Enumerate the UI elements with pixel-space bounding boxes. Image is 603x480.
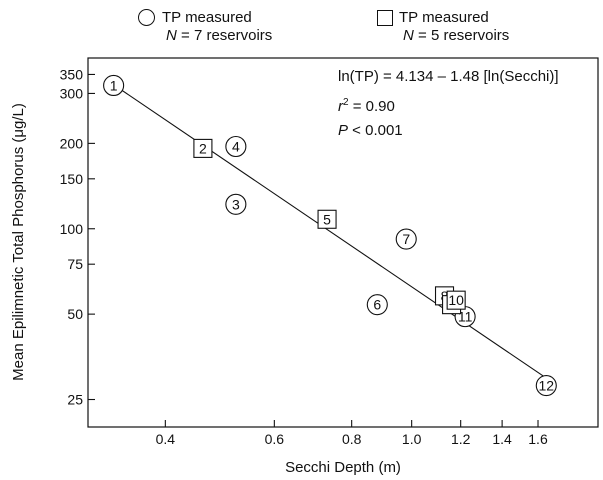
legend-square-title: TP measured <box>399 9 489 26</box>
legend-square: TP measured N = 5 reservoirs <box>375 9 509 45</box>
y-tick-label: 25 <box>67 392 83 408</box>
x-axis-ticks: 0.4 0.6 0.8 1.0 1.2 1.4 1.6 <box>156 420 548 447</box>
data-point-square <box>446 290 466 310</box>
data-point-label: 4 <box>232 138 240 154</box>
y-tick-label: 100 <box>60 221 84 237</box>
data-point-label: 11 <box>458 309 473 325</box>
x-tick-label: 0.4 <box>156 431 176 447</box>
x-tick-label: 0.8 <box>342 431 362 447</box>
y-tick-label: 50 <box>67 306 83 322</box>
data-point-label: 10 <box>448 292 464 308</box>
data-point-circle <box>535 375 557 397</box>
data-points: 134671112258910 <box>103 74 557 397</box>
y-tick-label: 150 <box>60 171 84 187</box>
x-tick-label: 0.6 <box>265 431 285 447</box>
r-squared: r2 = 0.90 <box>338 97 395 115</box>
legend-circle-title: TP measured <box>162 9 252 26</box>
data-point-square <box>317 209 337 229</box>
y-axis-label: Mean Epilimnetic Total Phosphorus (μg/L) <box>10 103 27 381</box>
data-point-square <box>193 138 213 158</box>
y-tick-label: 300 <box>60 85 84 101</box>
legend-circle: TP measured N = 7 reservoirs <box>138 9 272 45</box>
x-axis-label: Secchi Depth (m) <box>285 459 401 476</box>
x-tick-label: 1.2 <box>451 431 471 447</box>
x-tick-label: 1.4 <box>492 431 512 447</box>
legend-circle-count: N = 7 reservoirs <box>166 27 273 44</box>
data-point-label: 5 <box>323 211 331 227</box>
square-marker-icon <box>377 10 393 26</box>
data-point-circle <box>366 294 388 316</box>
data-point-circle <box>225 193 247 215</box>
legend-square-count: N = 5 reservoirs <box>403 27 510 44</box>
y-tick-label: 350 <box>60 66 84 82</box>
data-point-label: 7 <box>402 231 410 247</box>
x-tick-label: 1.0 <box>402 431 422 447</box>
fit-line <box>113 84 547 379</box>
data-point-label: 3 <box>232 196 240 212</box>
p-value: P < 0.001 <box>338 122 403 139</box>
data-point-circle <box>225 135 247 158</box>
data-point-label: 1 <box>110 77 118 93</box>
y-tick-label: 75 <box>67 256 83 272</box>
regression-equation: ln(TP) = 4.134 – 1.48 [ln(Secchi)] <box>338 68 559 85</box>
data-point-circle <box>103 74 125 97</box>
x-tick-label: 1.6 <box>528 431 548 447</box>
data-point-label: 6 <box>373 297 381 313</box>
y-axis-ticks: 25 50 75 100 150 200 300 350 <box>60 66 95 408</box>
data-point-label: 2 <box>199 140 207 156</box>
data-point-circle <box>395 228 417 250</box>
circle-marker-icon <box>138 9 155 26</box>
plot-frame <box>87 57 599 428</box>
data-point-label: 12 <box>538 378 554 394</box>
y-tick-label: 200 <box>60 135 84 151</box>
regression-annotation: ln(TP) = 4.134 – 1.48 [ln(Secchi)] r2 = … <box>338 68 559 140</box>
